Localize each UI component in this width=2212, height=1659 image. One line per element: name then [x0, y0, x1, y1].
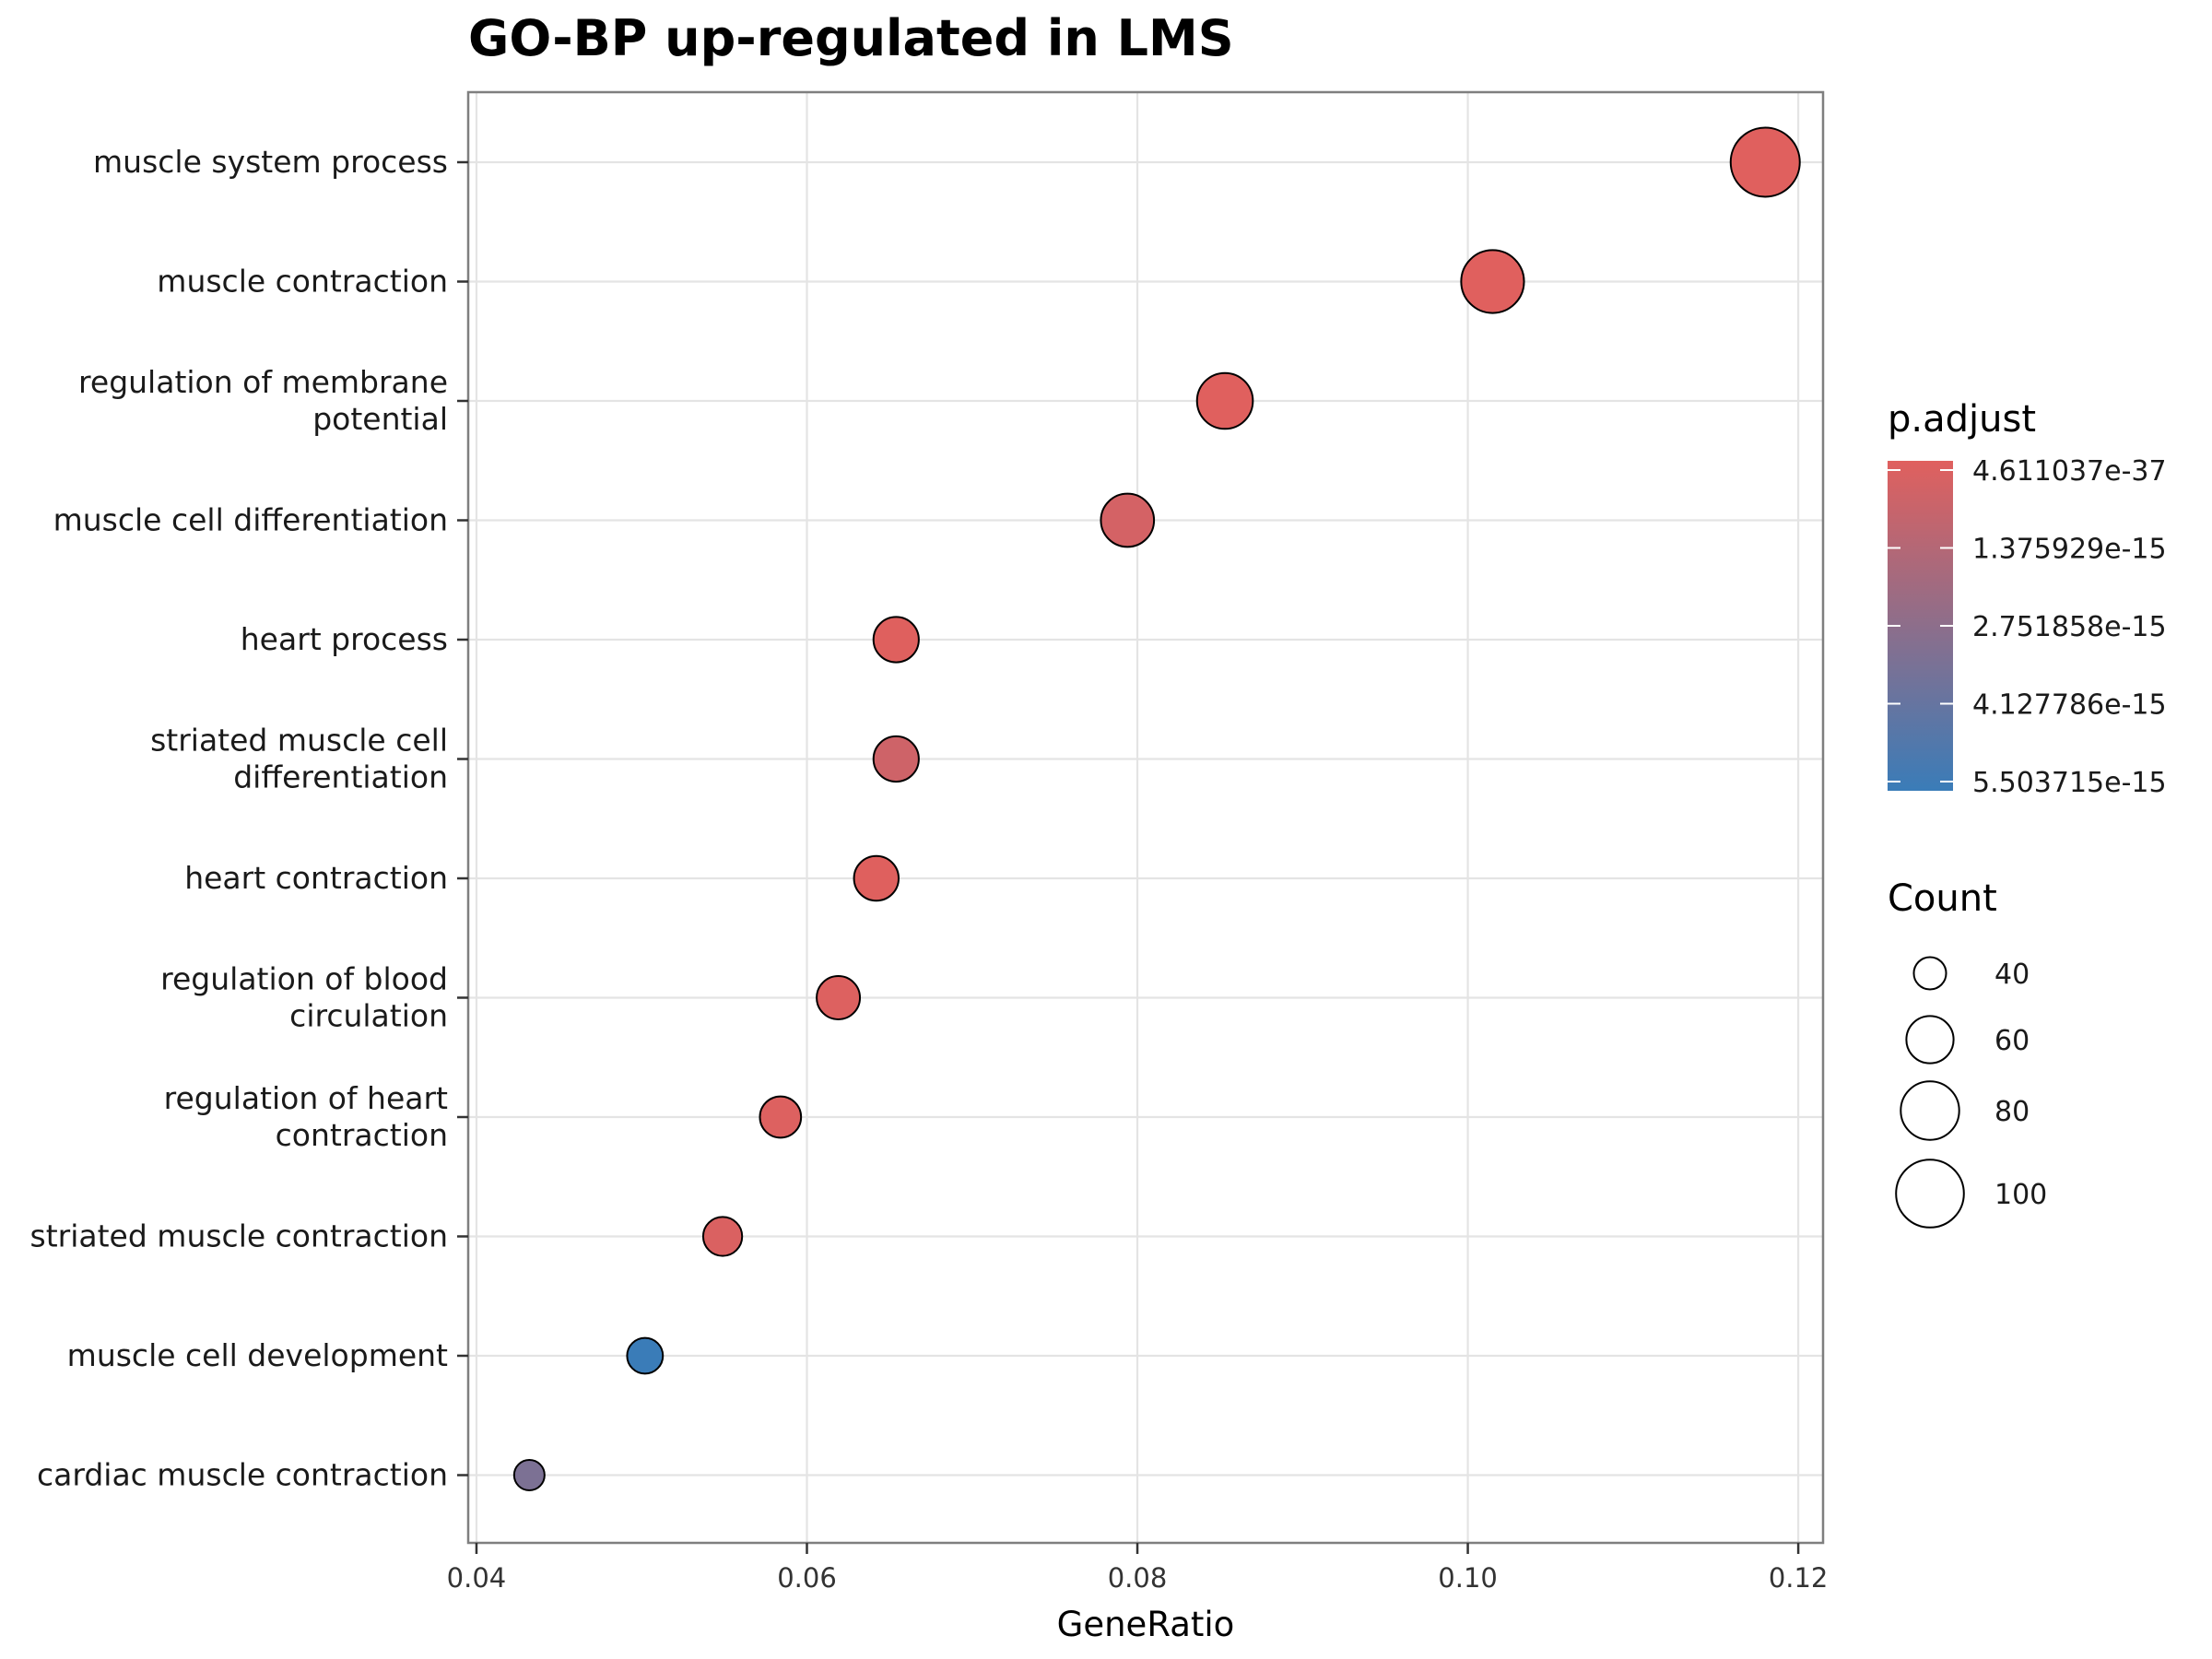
color-legend-title: p.adjust: [1888, 398, 2036, 441]
category-label: regulation of heart: [164, 1080, 448, 1116]
data-point: [512, 1459, 546, 1491]
category-label: muscle cell differentiation: [53, 502, 448, 538]
category-label: striated muscle cell: [150, 723, 448, 759]
data-point: [872, 616, 920, 664]
data-point: [701, 1216, 744, 1257]
data-point: [1195, 371, 1254, 430]
x-tick-label: 0.08: [1108, 1562, 1168, 1594]
x-axis: 0.04 0.06 0.08 0.10 0.12: [447, 1543, 1829, 1594]
x-tick-label: 0.10: [1438, 1562, 1498, 1594]
size-legend-key: [1900, 1080, 1960, 1141]
x-axis-title: GeneRatio: [1057, 1605, 1235, 1644]
x-tick-label: 0.04: [447, 1562, 507, 1594]
data-point: [1100, 492, 1156, 548]
category-label: regulation of blood: [160, 961, 448, 997]
data-points: [512, 126, 1801, 1491]
y-axis-labels: muscle system process muscle contraction r…: [30, 144, 468, 1493]
data-point: [626, 1336, 665, 1375]
size-legend-label: 100: [1994, 1179, 2047, 1211]
color-legend-label: 4.127786e-15: [1972, 689, 2167, 722]
size-legend-title: Count: [1888, 877, 1997, 920]
color-legend-ticks: 4.611037e-37 1.375929e-15 2.751858e-15 4.12…: [1888, 455, 2167, 799]
data-point: [853, 854, 900, 902]
plot-panel: [468, 92, 1823, 1543]
size-legend-items: 40 60 80 100: [1895, 956, 2047, 1229]
category-label: differentiation: [233, 759, 448, 795]
data-point: [816, 975, 862, 1020]
plot-border: [466, 90, 1825, 1545]
size-legend-key: [1905, 1015, 1955, 1065]
grid-lines: [468, 92, 1823, 1543]
data-point: [1460, 249, 1525, 314]
category-label: muscle system process: [93, 144, 448, 180]
color-legend-label: 2.751858e-15: [1972, 611, 2167, 643]
size-legend-key: [1912, 956, 1947, 991]
category-label: potential: [312, 401, 448, 437]
category-label: circulation: [289, 998, 448, 1034]
x-tick-label: 0.06: [777, 1562, 837, 1594]
x-tick-label: 0.12: [1769, 1562, 1829, 1594]
chart-title: GO-BP up-regulated in LMS: [468, 9, 1234, 67]
data-point: [759, 1095, 803, 1139]
category-label: heart contraction: [184, 860, 448, 896]
category-label: striated muscle contraction: [30, 1218, 448, 1254]
legend: p.adjust 4.611037e-37 1.375929e-15 2.75185…: [1888, 398, 2167, 1229]
data-point: [1729, 126, 1801, 198]
category-label: cardiac muscle contraction: [37, 1457, 448, 1493]
category-label: regulation of membrane: [78, 364, 448, 400]
size-legend-key: [1895, 1159, 1965, 1229]
color-legend-label: 1.375929e-15: [1972, 534, 2167, 566]
data-point: [872, 735, 920, 783]
category-label: contraction: [276, 1117, 448, 1153]
color-legend-label: 4.611037e-37: [1972, 455, 2167, 488]
category-label: muscle contraction: [157, 264, 448, 300]
size-legend-label: 60: [1994, 1025, 2030, 1057]
size-legend-label: 40: [1994, 959, 2030, 991]
category-label: muscle cell development: [67, 1337, 448, 1373]
size-legend-label: 80: [1994, 1096, 2030, 1128]
category-label: heart process: [241, 621, 448, 657]
color-legend-label: 5.503715e-15: [1972, 767, 2167, 799]
